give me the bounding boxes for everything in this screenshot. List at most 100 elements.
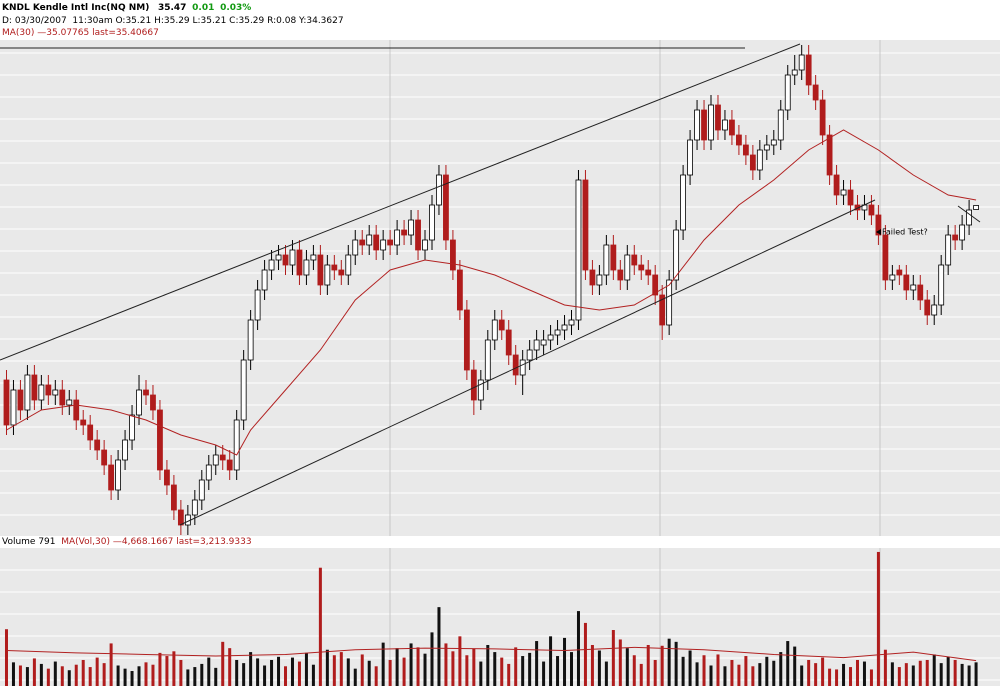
upper-channel-line: [0, 43, 801, 361]
volume-bar: [569, 652, 573, 686]
volume-bar: [67, 670, 71, 686]
volume-ma-line: [6, 646, 977, 662]
volume-bar: [486, 644, 490, 686]
candle-body: [233, 419, 240, 471]
volume-bar: [695, 662, 699, 686]
candle-body: [847, 189, 854, 206]
candle-body: [177, 509, 184, 526]
volume-bar: [151, 664, 155, 686]
candle-body: [722, 119, 728, 131]
volume-bar: [556, 656, 560, 686]
volume-bar: [172, 651, 176, 686]
volume-bar: [123, 668, 127, 686]
candle-body: [708, 104, 714, 141]
candle-body: [903, 274, 910, 291]
candle-body: [87, 424, 94, 441]
volume-bar: [590, 644, 594, 686]
volume-bar: [828, 668, 832, 686]
volume-bar: [500, 657, 504, 686]
candle-body: [373, 234, 380, 251]
volume-bar: [367, 660, 371, 686]
volume-bar: [918, 660, 922, 686]
volume-bar: [95, 657, 99, 686]
candle-body: [59, 389, 66, 406]
candle-body: [889, 274, 896, 281]
volume-bar: [18, 665, 22, 686]
volume-bar: [639, 663, 643, 686]
candle-body: [261, 269, 268, 291]
candle-body: [317, 254, 324, 286]
candle-body: [150, 394, 156, 411]
candle-body: [554, 329, 561, 336]
candle-body: [784, 74, 791, 111]
candle-body: [617, 269, 624, 281]
candle-body: [94, 439, 101, 451]
volume-bar: [4, 629, 8, 686]
volume-bar: [102, 663, 106, 686]
candle-body: [45, 384, 52, 396]
volume-bar: [974, 662, 978, 686]
candle-body: [429, 204, 435, 241]
volume-bar: [32, 658, 36, 686]
volume-bar: [11, 662, 15, 686]
candle-body: [66, 399, 73, 406]
ma-values: —35.07765 last=35.40667: [37, 28, 159, 38]
volume-bar: [549, 636, 553, 686]
candle-body: [408, 219, 414, 236]
panel-grid: [0, 40, 1000, 686]
volume-bar: [339, 652, 343, 686]
candle-body: [729, 119, 735, 136]
candle-body: [136, 389, 142, 416]
volume-bar: [109, 643, 113, 686]
volume-bar: [542, 661, 546, 686]
candle-body: [526, 349, 533, 361]
candle-body: [561, 324, 568, 331]
candle-body: [394, 229, 401, 246]
candle-body: [882, 234, 889, 281]
candle-body: [366, 234, 373, 246]
volume-bar: [660, 645, 664, 686]
volume-bar: [821, 657, 825, 686]
candle-body: [491, 319, 498, 341]
volume-bar: [653, 659, 657, 686]
candle-body: [170, 484, 177, 511]
volume-bar: [318, 567, 322, 686]
volume-title: Volume 791: [2, 537, 56, 547]
volume-bar: [688, 650, 692, 686]
volume-bar: [535, 641, 539, 686]
volume-bar: [876, 551, 880, 686]
candle-body: [791, 69, 798, 76]
bar-info: D: 03/30/2007 11:30am O:35.21 H:35.29 L:…: [2, 16, 344, 26]
candle-body: [436, 174, 442, 206]
volume-bar: [179, 659, 183, 686]
volume-bar: [625, 648, 629, 686]
candle-body: [463, 309, 470, 371]
volume-bar: [925, 659, 929, 686]
volume-bar: [674, 641, 678, 686]
volume-bar: [807, 659, 811, 686]
candle-body: [129, 414, 135, 441]
candle-body: [73, 399, 80, 421]
volume-bar: [849, 667, 853, 686]
header-line-2: D: 03/30/2007 11:30am O:35.21 H:35.29 L:…: [2, 15, 344, 27]
candle-body: [610, 244, 617, 271]
candle-body: [477, 379, 484, 401]
volume-bar: [514, 647, 518, 686]
candle-body: [198, 479, 205, 501]
volume-bar: [869, 669, 873, 686]
volume-bar: [939, 663, 943, 686]
volume-bar: [800, 665, 804, 686]
volume-bar: [88, 667, 92, 686]
candle-body: [805, 54, 812, 86]
candle-body: [798, 54, 805, 71]
candle-body: [812, 84, 819, 101]
candle-body: [896, 269, 903, 276]
volume-bar: [618, 639, 622, 686]
candle-body: [484, 339, 491, 381]
vol-ma-values: —4,668.1667 last=3,213.9333: [112, 537, 252, 547]
candle-body: [240, 359, 247, 421]
volume-bar: [667, 638, 671, 686]
candle-body: [247, 319, 254, 361]
